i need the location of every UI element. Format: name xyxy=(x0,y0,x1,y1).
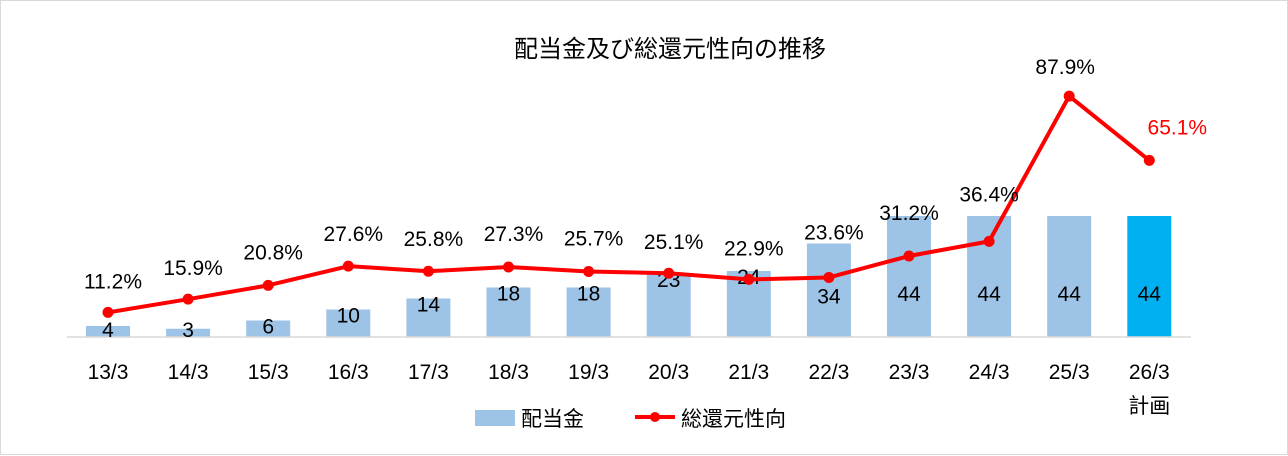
point-value-label: 36.4% xyxy=(959,183,1019,206)
point-value-label: 23.6% xyxy=(804,221,864,244)
x-tick-label: 24/3 xyxy=(969,361,1010,384)
bar xyxy=(1127,216,1172,337)
bar xyxy=(806,243,851,337)
point-value-label: 25.1% xyxy=(644,231,704,254)
bar xyxy=(486,287,531,337)
line-series xyxy=(102,90,1155,318)
bar-value-label: 18 xyxy=(577,283,600,306)
x-tick-label: 20/3 xyxy=(648,361,689,384)
point-value-label: 87.9% xyxy=(1035,56,1095,79)
bar xyxy=(246,320,291,337)
point-value-label: 25.7% xyxy=(564,228,624,251)
x-tick-label: 15/3 xyxy=(248,361,289,384)
legend: 配当金 総還元性向 xyxy=(475,407,786,431)
line-marker xyxy=(1063,90,1075,102)
x-tick-label: 13/3 xyxy=(88,361,129,384)
x-tick-label: 26/3 xyxy=(1129,361,1170,384)
bar xyxy=(406,298,451,337)
point-value-label: 31.2% xyxy=(879,202,939,225)
bar-value-label: 44 xyxy=(977,283,1001,306)
line-marker xyxy=(102,306,114,318)
line-marker xyxy=(342,260,354,272)
bar xyxy=(566,287,611,337)
bar-value-label: 34 xyxy=(817,286,841,309)
line-marker xyxy=(422,265,434,277)
bar-value-label: 3 xyxy=(182,319,194,342)
bar-value-label: 44 xyxy=(1138,283,1162,306)
bar-value-label: 44 xyxy=(1058,283,1082,306)
bar-value-label: 14 xyxy=(417,294,441,317)
x-tick-label: 17/3 xyxy=(408,361,449,384)
bar-value-label: 6 xyxy=(262,316,274,339)
line-marker xyxy=(503,261,514,273)
payout-ratio-line xyxy=(107,94,1151,315)
line-marker xyxy=(823,271,835,283)
legend-swatch-bar xyxy=(475,410,515,426)
bar xyxy=(967,216,1012,337)
line-marker xyxy=(983,235,995,247)
point-value-label: 27.3% xyxy=(484,223,544,246)
point-value-label: 15.9% xyxy=(163,257,223,280)
legend-label-bar: 配当金 xyxy=(521,407,584,431)
line-marker xyxy=(903,250,915,262)
line-marker xyxy=(262,279,274,291)
line-marker xyxy=(663,267,675,279)
bar xyxy=(887,216,931,337)
legend-label-line: 総還元性向 xyxy=(681,407,786,431)
point-value-label: 25.8% xyxy=(404,228,464,251)
bar-value-label: 44 xyxy=(897,283,921,306)
bar xyxy=(1047,216,1092,337)
x-tick-label: 18/3 xyxy=(488,361,529,384)
chart-title: 配当金及び総還元性向の推移 xyxy=(514,35,826,63)
point-labels: 11.2% 15.9% 20.8% 27.6% 25.8% 27.3% 25.7% 25.1%… xyxy=(84,56,1207,293)
x-tick-label: 23/3 xyxy=(889,361,930,384)
bar xyxy=(166,328,211,337)
x-tick-label: 14/3 xyxy=(168,361,209,384)
bar-value-label: 10 xyxy=(337,305,360,328)
bar xyxy=(326,309,371,337)
point-value-label: 11.2% xyxy=(84,270,142,293)
legend-swatch-marker xyxy=(650,412,660,422)
line-marker xyxy=(182,293,194,305)
x-tick-label: 19/3 xyxy=(568,361,609,384)
bar xyxy=(86,326,130,337)
line-marker xyxy=(1143,154,1155,166)
bar-labels: 4361014181823243444444444 xyxy=(102,266,1161,342)
point-value-label: 27.6% xyxy=(324,223,384,246)
bar xyxy=(646,273,691,337)
bar-value-label: 4 xyxy=(102,319,114,342)
line-marker xyxy=(583,266,595,278)
x-tick-label: 25/3 xyxy=(1049,361,1090,384)
point-value-label: 22.9% xyxy=(724,237,784,260)
x-axis-ticks: 13/3 14/3 15/3 16/3 17/3 18/3 19/3 20/3 21/3 22/3… xyxy=(88,361,1171,418)
point-value-label: 65.1% xyxy=(1148,116,1208,139)
bar-series xyxy=(86,216,1172,337)
x-tick-label: 21/3 xyxy=(728,361,769,384)
x-tick-label: 22/3 xyxy=(808,361,849,384)
line-marker xyxy=(743,273,755,285)
x-tick-label: 計画 xyxy=(1128,395,1170,418)
bar-value-label: 18 xyxy=(497,283,520,306)
point-value-label: 20.8% xyxy=(243,241,303,264)
x-tick-label: 16/3 xyxy=(328,361,369,384)
